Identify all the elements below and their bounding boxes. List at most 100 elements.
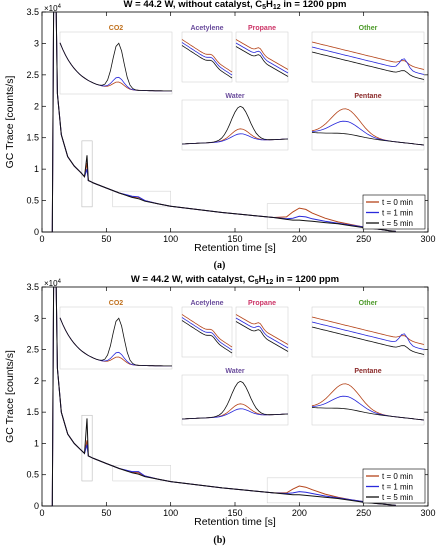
inset-series-line-2 xyxy=(181,320,233,354)
y-tick-label: 3 xyxy=(34,38,39,48)
inset-series-line-1 xyxy=(235,317,289,349)
chart-title-part: H xyxy=(266,0,273,10)
chart-title-part: in = 1200 ppm xyxy=(281,0,347,10)
inset-series-line-0 xyxy=(311,41,425,70)
inset-series-line-2 xyxy=(181,105,289,145)
inset-series-line-1 xyxy=(181,42,233,76)
inset-title: Other xyxy=(359,300,378,307)
y-multiplier: ×104 xyxy=(44,4,62,13)
inset-propane: Propane xyxy=(235,25,289,83)
inset-frame xyxy=(311,31,425,83)
inset-title: Acetylene xyxy=(190,25,223,32)
series-line-2 xyxy=(42,11,396,233)
inset-title: Propane xyxy=(248,300,276,307)
y-tick-label: 0 xyxy=(34,501,39,511)
inset-water: Water xyxy=(181,93,289,151)
inset-series-line-2 xyxy=(181,45,233,79)
inset-frame xyxy=(311,374,425,426)
inset-title: Propane xyxy=(248,25,276,32)
y-multiplier-exponent: 4 xyxy=(58,4,62,10)
x-axis-label: Retention time [s] xyxy=(194,516,276,528)
inset-acetylene: Acetylene xyxy=(181,25,233,83)
inset-frame xyxy=(59,306,173,370)
zoom-box-co2 xyxy=(81,140,93,208)
x-tick-label: 50 xyxy=(101,234,111,244)
inset-series-line-0 xyxy=(235,314,289,345)
panel-label-b: (b) xyxy=(213,535,226,546)
y-tick-label: 1.5 xyxy=(26,407,39,417)
chart-title: W = 44.2 W, without catalyst, C5H12 in =… xyxy=(124,0,347,11)
inset-title: CO2 xyxy=(109,25,124,32)
y-tick-label: 0 xyxy=(34,227,39,237)
y-multiplier-base: ×10 xyxy=(44,279,58,288)
y-tick-label: 1.5 xyxy=(26,133,39,143)
y-multiplier: ×104 xyxy=(44,279,62,288)
zoom-box-middle xyxy=(112,465,171,482)
x-tick-label: 200 xyxy=(292,508,307,518)
legend-entry-0: t = 0 min xyxy=(382,472,413,481)
y-multiplier-base: ×10 xyxy=(44,4,58,13)
inset-frame xyxy=(311,306,425,358)
x-tick-label: 50 xyxy=(101,508,111,518)
x-axis-label: Retention time [s] xyxy=(194,242,276,254)
chart-title: W = 44.2 W, with catalyst, C5H12 in = 12… xyxy=(131,274,339,286)
y-tick-label: 1 xyxy=(34,164,39,174)
chart-title-subscript: 5 xyxy=(255,279,259,286)
x-tick-label: 100 xyxy=(163,234,178,244)
inset-series-line-2 xyxy=(311,406,425,421)
zoom-box-co2 xyxy=(81,414,93,482)
chart-title-part: W = 44.2 W, without catalyst, C xyxy=(124,0,263,10)
inset-pentane: Pentane xyxy=(311,368,425,426)
panel-label-a: (a) xyxy=(213,260,226,271)
chart-title-part: W = 44.2 W, with catalyst, C xyxy=(131,274,255,285)
inset-series-line-2 xyxy=(311,51,425,80)
x-tick-label: 100 xyxy=(163,508,178,518)
inset-propane: Propane xyxy=(235,300,289,358)
inset-series-line-0 xyxy=(311,316,425,345)
x-tick-label: 300 xyxy=(420,508,435,518)
inset-co2: CO2 xyxy=(59,300,173,370)
y-multiplier-exponent: 4 xyxy=(58,279,62,285)
legend-entry-2: t = 5 min xyxy=(382,219,413,228)
chart-title-part: H xyxy=(259,274,266,285)
inset-series-line-2 xyxy=(59,42,172,92)
y-tick-label: 2.5 xyxy=(26,70,39,80)
inset-series-line-1 xyxy=(235,42,289,74)
x-tick-label: 300 xyxy=(420,234,435,244)
inset-series-line-2 xyxy=(235,46,289,77)
y-tick-label: 0.5 xyxy=(26,196,39,206)
x-tick-label: 200 xyxy=(292,234,307,244)
y-tick-label: 3.5 xyxy=(26,7,39,17)
y-tick-label: 3 xyxy=(34,313,39,323)
legend-entry-0: t = 0 min xyxy=(382,198,413,207)
y-tick-label: 0.5 xyxy=(26,470,39,480)
inset-series-line-2 xyxy=(59,317,172,367)
y-axis-label: GC Trace [counts/s] xyxy=(4,350,16,443)
inset-series-line-2 xyxy=(311,326,425,355)
x-tick-label: 250 xyxy=(356,234,371,244)
inset-frame xyxy=(59,31,173,95)
inset-frame xyxy=(235,31,289,83)
inset-series-line-1 xyxy=(311,321,425,350)
y-tick-label: 1 xyxy=(34,438,39,448)
y-tick-label: 2 xyxy=(34,101,39,111)
inset-frame xyxy=(181,99,289,151)
series-line-2 xyxy=(42,286,396,507)
chart-title-part: in = 1200 ppm xyxy=(273,274,339,285)
inset-series-line-0 xyxy=(181,314,233,348)
inset-frame xyxy=(181,374,289,426)
chart-title-subscript: 5 xyxy=(262,4,266,11)
inset-frame xyxy=(311,99,425,151)
x-tick-label: 0 xyxy=(39,234,44,244)
inset-acetylene: Acetylene xyxy=(181,300,233,358)
legend-entry-1: t = 1 min xyxy=(382,483,413,492)
inset-water: Water xyxy=(181,368,289,426)
x-tick-label: 150 xyxy=(227,508,242,518)
inset-series-line-1 xyxy=(181,317,233,351)
chart-panel-b: W = 44.2 W, with catalyst, C5H12 in = 12… xyxy=(4,274,436,528)
chart-title-subscript: 12 xyxy=(273,4,281,11)
inset-title: Other xyxy=(359,25,378,32)
inset-other: Other xyxy=(311,25,425,83)
